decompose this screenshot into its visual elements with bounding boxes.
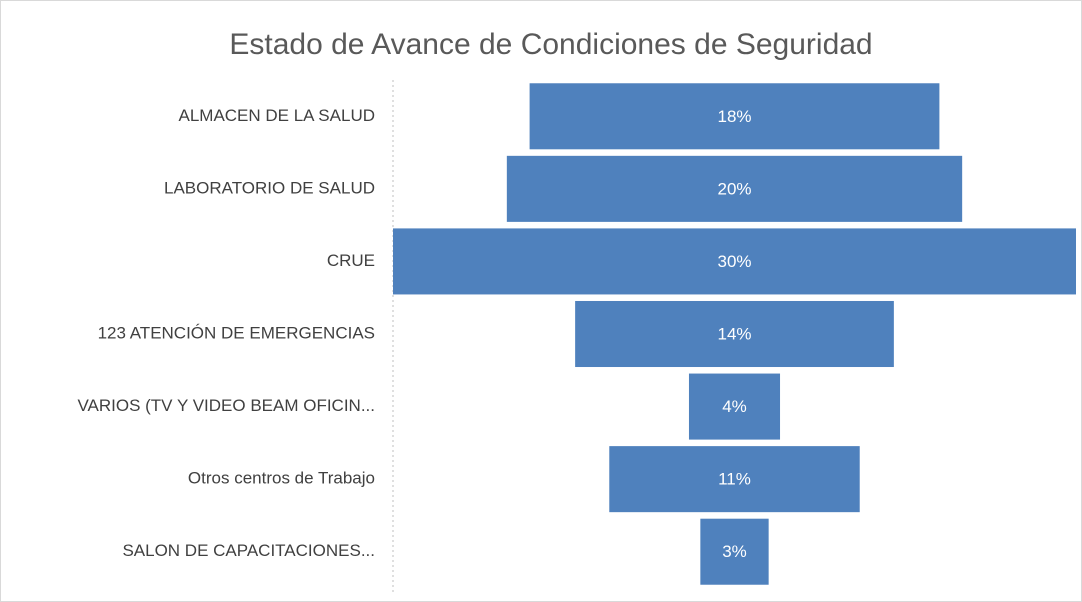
chart-title: Estado de Avance de Condiciones de Segur…: [229, 28, 872, 61]
funnel-bar: [506, 155, 963, 222]
funnel-bar: [529, 83, 940, 150]
data-label: 30%: [717, 252, 751, 271]
funnel-bar: [609, 446, 860, 513]
data-label: 14%: [717, 324, 751, 343]
category-label: LABORATORIO DE SALUD: [164, 178, 375, 197]
data-label: 18%: [717, 107, 751, 126]
category-label: Otros centros de Trabajo: [188, 469, 375, 488]
category-label: VARIOS (TV Y VIDEO BEAM OFICIN...: [77, 396, 375, 415]
category-label: SALON DE CAPACITACIONES...: [122, 541, 375, 560]
funnel-bar: [688, 373, 781, 440]
category-label: ALMACEN DE LA SALUD: [178, 106, 375, 125]
category-label: 123 ATENCIÓN DE EMERGENCIAS: [98, 323, 375, 342]
data-label: 3%: [722, 542, 747, 561]
data-label: 11%: [718, 470, 751, 489]
data-label: 20%: [717, 179, 751, 198]
funnel-bar: [575, 300, 894, 368]
data-label: 4%: [722, 397, 747, 416]
category-label: CRUE: [327, 251, 375, 270]
funnel-bar: [700, 518, 769, 585]
funnel-bar: [393, 228, 1076, 295]
